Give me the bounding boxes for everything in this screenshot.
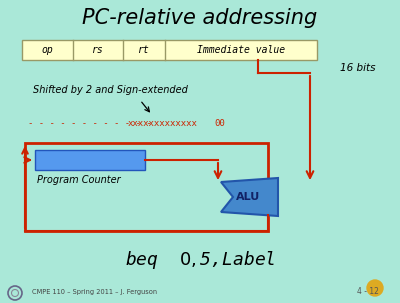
Text: 16 bits: 16 bits	[340, 63, 376, 73]
Text: xxxxxxxxxxxxx: xxxxxxxxxxxxx	[128, 118, 198, 128]
Bar	[25, 143, 268, 231]
Text: beq  $0,$5,Label: beq $0,$5,Label	[125, 249, 275, 271]
Text: rt: rt	[138, 45, 150, 55]
Text: 4 - 12: 4 - 12	[357, 288, 379, 297]
Text: 00: 00	[214, 118, 225, 128]
Text: op: op	[42, 45, 53, 55]
Bar	[35, 150, 145, 170]
Text: CMPE 110 – Spring 2011 – J. Ferguson: CMPE 110 – Spring 2011 – J. Ferguson	[32, 289, 157, 295]
Text: - - - - - - - - - - - -: - - - - - - - - - - - -	[28, 118, 152, 128]
Bar	[22, 40, 317, 60]
Text: Immediate value: Immediate value	[197, 45, 285, 55]
Text: rs: rs	[92, 45, 104, 55]
Text: PC-relative addressing: PC-relative addressing	[82, 8, 318, 28]
Polygon shape	[221, 178, 278, 216]
Circle shape	[367, 280, 383, 296]
Text: Shifted by 2 and Sign-extended: Shifted by 2 and Sign-extended	[33, 85, 188, 95]
Text: Program Counter: Program Counter	[37, 175, 121, 185]
Text: ALU: ALU	[236, 192, 261, 202]
